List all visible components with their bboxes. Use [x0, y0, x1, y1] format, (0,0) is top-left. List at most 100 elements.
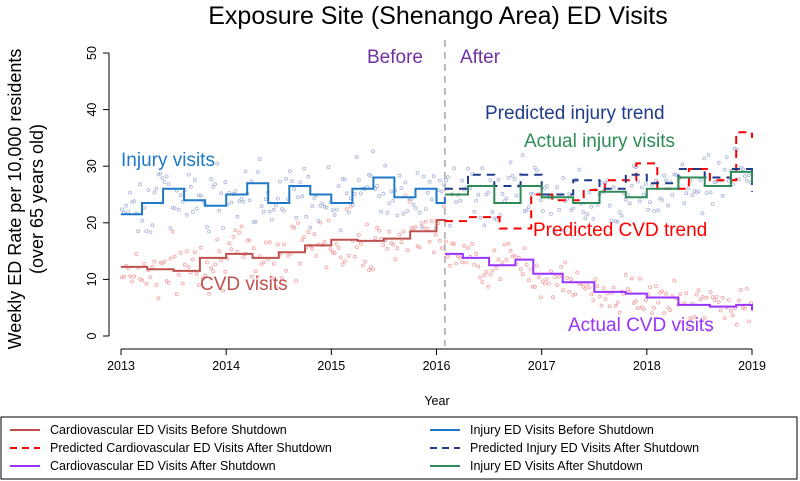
scatter-point: [284, 176, 288, 181]
scatter-point: [421, 225, 426, 230]
scatter-point: [490, 210, 495, 215]
scatter-point: [429, 219, 434, 224]
scatter-point: [194, 271, 199, 276]
scatter-point: [672, 172, 677, 177]
scatter-point: [555, 185, 559, 190]
scatter-point: [646, 207, 650, 212]
scatter-point: [553, 275, 557, 279]
scatter-point: [352, 254, 357, 259]
scatter-point: [403, 180, 408, 185]
scatter-point: [569, 277, 574, 282]
scatter-point: [158, 260, 163, 265]
scatter-point: [642, 192, 646, 197]
scatter-point: [213, 262, 218, 267]
scatter-point: [360, 263, 365, 268]
scatter-point: [617, 210, 622, 215]
scatter-point: [619, 213, 624, 218]
scatter-point: [460, 178, 465, 183]
scatter-point: [162, 259, 167, 264]
scatter-point: [209, 177, 214, 182]
scatter-point: [593, 277, 598, 282]
scatter-point: [441, 204, 446, 209]
scatter-point: [269, 217, 274, 222]
scatter-point: [308, 225, 313, 230]
scatter-point: [611, 285, 616, 290]
scatter-point: [478, 275, 483, 280]
scatter-point: [180, 281, 185, 286]
scatter-point: [213, 182, 218, 187]
scatter-point: [627, 201, 632, 206]
scatter-point: [221, 225, 226, 230]
injury-visits-label: Injury visits: [121, 150, 215, 171]
scatter-point: [638, 199, 642, 204]
scatter-point: [737, 298, 741, 303]
scatter-point: [648, 285, 652, 290]
scatter-point: [419, 224, 424, 229]
predicted-cvd-trend-label: Predicted CVD trend: [533, 220, 707, 241]
scatter-point: [745, 286, 749, 291]
scatter-point: [737, 177, 741, 182]
scatter-point: [468, 186, 473, 191]
scatter-point: [136, 229, 141, 234]
scatter-point: [607, 203, 612, 208]
scatter-point: [700, 295, 705, 299]
scatter-point: [292, 225, 297, 230]
scatter-point: [170, 229, 175, 234]
scatter-point: [648, 200, 652, 205]
scatter-point: [510, 254, 515, 259]
scatter-point: [239, 224, 244, 229]
scatter-point: [375, 225, 380, 230]
scatter-point: [316, 219, 321, 224]
scatter-point: [452, 166, 456, 171]
scatter-point: [330, 208, 335, 213]
scatter-point: [318, 203, 323, 208]
scatter-point: [502, 242, 507, 247]
scatter-point: [722, 167, 727, 172]
scatter-point: [164, 174, 169, 179]
scatter-point: [211, 269, 216, 274]
scatter-point: [192, 250, 197, 255]
scatter-point: [243, 169, 248, 174]
scatter-point: [292, 187, 297, 191]
scatter-point: [720, 295, 725, 300]
y-tick-label: 30: [85, 159, 99, 173]
scatter-point: [367, 268, 371, 273]
scatter-point: [589, 292, 594, 297]
scatter-point: [215, 237, 220, 242]
scatter-point: [506, 175, 511, 180]
scatter-point: [474, 251, 479, 256]
scatter-point: [597, 294, 602, 299]
scatter-point: [660, 289, 664, 294]
scatter-point: [383, 163, 388, 168]
scatter-point: [203, 273, 207, 278]
scatter-point: [427, 179, 432, 184]
scatter-point: [395, 246, 400, 251]
scatter-point: [148, 230, 153, 235]
scatter-point: [486, 190, 491, 195]
scatter-point: [322, 204, 327, 209]
scatter-point: [223, 269, 228, 274]
scatter-point: [282, 208, 286, 213]
scatter-point: [520, 272, 525, 277]
scatter-point: [680, 162, 685, 167]
scatter-point: [288, 169, 292, 174]
scatter-point: [599, 303, 604, 308]
scatter-point: [611, 185, 616, 190]
scatter-point: [541, 209, 545, 213]
scatter-point: [401, 229, 406, 234]
scatter-point: [549, 211, 553, 216]
scatter-point: [615, 219, 620, 224]
scatter-point: [743, 174, 747, 179]
scatter-point: [581, 210, 586, 215]
scatter-point: [670, 193, 675, 197]
scatter-point: [399, 240, 404, 245]
scatter-point: [273, 284, 278, 289]
scatter-point: [207, 229, 212, 234]
scatter-point: [166, 280, 171, 285]
legend-label: Cardiovascular ED Visits After Shutdown: [50, 459, 276, 473]
scatter-point: [454, 261, 458, 266]
scatter-point: [326, 165, 331, 170]
scatter-point: [371, 267, 375, 272]
scatter-point: [666, 203, 671, 208]
